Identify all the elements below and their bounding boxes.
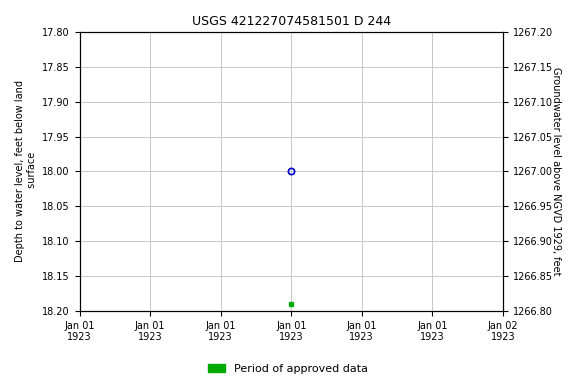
Y-axis label: Depth to water level, feet below land
 surface: Depth to water level, feet below land su… bbox=[15, 80, 37, 262]
Title: USGS 421227074581501 D 244: USGS 421227074581501 D 244 bbox=[192, 15, 391, 28]
Y-axis label: Groundwater level above NGVD 1929, feet: Groundwater level above NGVD 1929, feet bbox=[551, 67, 561, 276]
Legend: Period of approved data: Period of approved data bbox=[204, 359, 372, 379]
